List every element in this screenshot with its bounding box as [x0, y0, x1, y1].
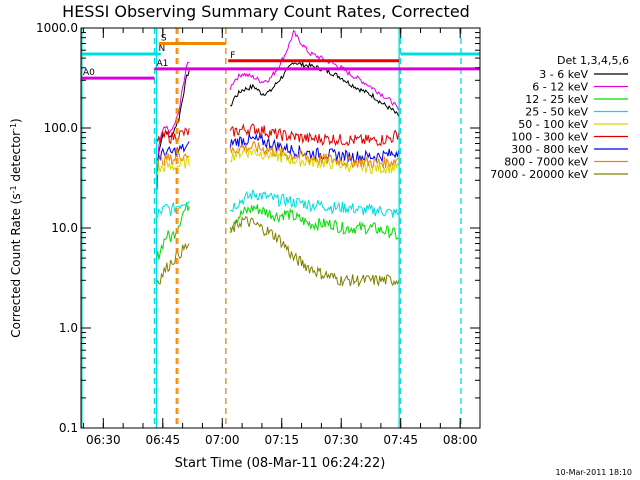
x-tick-label: 08:00	[443, 433, 478, 447]
y-tick-label: 1000.0	[36, 21, 78, 35]
legend-label: 6 - 12 keV	[532, 81, 588, 94]
state-bar-label: S	[161, 33, 167, 43]
legend-label: 300 - 800 keV	[511, 143, 588, 156]
series-line	[156, 202, 399, 260]
state-bar-label: A0	[83, 68, 95, 78]
series-line	[156, 140, 399, 170]
legend-label: 7000 - 20000 keV	[490, 168, 588, 181]
series-line	[156, 123, 400, 147]
series-line	[156, 133, 400, 164]
state-bar-label: N	[158, 44, 165, 54]
chart-title: HESSI Observing Summary Count Rates, Cor…	[62, 2, 470, 21]
y-tick-label: 0.1	[59, 421, 78, 435]
series-line	[156, 189, 400, 218]
y-axis-label: Corrected Count Rate (s-1 detector-1)	[9, 118, 24, 337]
series-line	[156, 29, 400, 184]
legend-label: 800 - 7000 keV	[504, 156, 588, 169]
x-tick-label: 07:45	[383, 433, 418, 447]
y-tick-label: 100.0	[44, 121, 78, 135]
x-tick-label: 06:30	[86, 433, 121, 447]
x-tick-label: 07:00	[205, 433, 240, 447]
legend-label: 50 - 100 keV	[518, 118, 588, 131]
legend-label: 3 - 6 keV	[539, 68, 588, 81]
y-tick-label: 10.0	[51, 221, 78, 235]
x-axis-label: Start Time (08-Mar-11 06:24:22)	[175, 456, 386, 471]
axes: 0.1 1.0 10.0 100.0 1000.0 06:30 06:45 07:00 07:1…	[36, 21, 481, 447]
x-tick-label: 06:45	[146, 433, 181, 447]
state-bar-label: A1	[156, 59, 168, 69]
footer-timestamp: 10-Mar-2011 18:10	[556, 468, 633, 477]
x-tick-label: 07:15	[264, 433, 299, 447]
series-line	[156, 146, 400, 176]
plot-frame	[80, 27, 481, 429]
y-tick-label: 1.0	[59, 321, 78, 335]
plot-area: NS F A0 A1	[81, 28, 480, 428]
series-line	[156, 216, 400, 288]
legend-label: 12 - 25 keV	[525, 93, 588, 106]
legend-label: 100 - 300 keV	[511, 131, 588, 144]
legend-title: Det 1,3,4,5,6	[557, 54, 629, 67]
state-bar-label: F	[230, 51, 235, 61]
x-tick-label: 07:30	[324, 433, 359, 447]
legend-label: 25 - 50 keV	[525, 106, 588, 119]
